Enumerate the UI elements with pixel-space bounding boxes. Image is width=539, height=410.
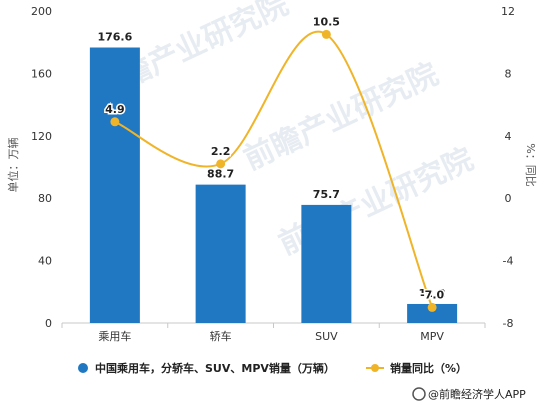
y-tick-label: 40 <box>38 255 52 268</box>
bar-value-label: 88.7 <box>207 168 234 181</box>
source-text: @前瞻经济学人APP <box>428 387 526 401</box>
y2-axis-ticks: -8 -4 0 4 8 12 <box>501 5 515 330</box>
line-value-label: 4.9 <box>105 103 125 116</box>
source-attribution: @前瞻经济学人APP <box>412 387 526 401</box>
bar-series <box>89 47 458 324</box>
x-tick-label: 轿车 <box>210 329 232 343</box>
y2-tick-label: 4 <box>505 130 512 143</box>
legend-bar-swatch <box>78 363 88 373</box>
y-tick-label: 200 <box>31 5 52 18</box>
line-point <box>110 117 120 127</box>
legend-bar-label: 中国乘用车，分轿车、SUV、MPV销量（万辆） <box>95 361 335 375</box>
y-axis-title: 单位：万辆 <box>6 138 20 193</box>
bar-value-label: 12.2 <box>419 287 446 300</box>
watermark-group: 前瞻产业研究院 前瞻产业研究院 前瞻产业研究院 <box>89 0 479 262</box>
source-logo-icon <box>412 387 426 401</box>
line-value-label: -7.0 <box>420 288 444 301</box>
y-tick-label: 120 <box>31 130 52 143</box>
line-data-labels: 4.9 2.2 10.5 -7.0 <box>104 14 446 303</box>
x-axis-ticks: 乘用车 轿车 SUV MPV <box>61 323 486 343</box>
y-tick-label: 0 <box>45 317 52 330</box>
y-axis-ticks: 0 40 80 120 160 200 <box>31 5 52 330</box>
line-path <box>114 30 434 308</box>
y-tick-label: 160 <box>31 67 52 80</box>
bar-data-labels: 176.6 88.7 75.7 12.2 <box>97 31 445 300</box>
legend-line-label: 销量同比（%） <box>390 361 467 375</box>
x-tick-label: MPV <box>420 330 444 343</box>
legend: 中国乘用车，分轿车、SUV、MPV销量（万辆） 销量同比（%） <box>78 361 467 375</box>
line-series <box>110 29 437 312</box>
y2-tick-label: 12 <box>501 5 515 18</box>
bar-value-label: 176.6 <box>97 31 132 44</box>
bar <box>195 184 246 323</box>
bar <box>407 303 458 323</box>
y2-tick-label: 8 <box>505 67 512 80</box>
y2-tick-label: 0 <box>505 192 512 205</box>
line-value-label: 2.2 <box>211 145 231 158</box>
y-tick-label: 80 <box>38 192 52 205</box>
legend-line-marker <box>371 364 379 372</box>
x-tick-label: 乘用车 <box>98 329 131 343</box>
y2-tick-label: -4 <box>503 255 514 268</box>
y2-tick-label: -8 <box>503 317 514 330</box>
watermark-text-2: 前瞻产业研究院 <box>239 57 444 177</box>
bar-value-label: 75.7 <box>313 188 340 201</box>
bar <box>301 204 352 323</box>
x-tick-label: SUV <box>315 330 338 343</box>
y2-axis-title: %：同比 <box>524 143 537 186</box>
line-point <box>216 159 226 169</box>
line-point <box>321 29 331 39</box>
line-point <box>427 302 437 312</box>
bar <box>89 47 140 324</box>
line-value-label: 10.5 <box>313 15 340 28</box>
